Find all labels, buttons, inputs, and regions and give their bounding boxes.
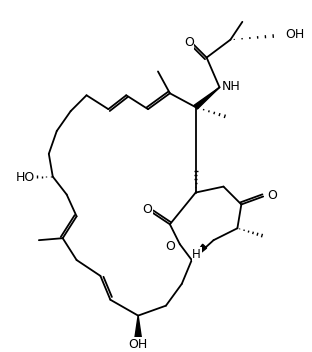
Text: O: O <box>165 240 175 253</box>
Text: H: H <box>192 247 201 260</box>
Text: HO: HO <box>15 171 35 184</box>
Polygon shape <box>194 87 220 109</box>
Text: OH: OH <box>285 28 304 41</box>
Text: O: O <box>184 36 194 49</box>
Text: OH: OH <box>129 338 148 351</box>
Text: NH: NH <box>222 80 241 93</box>
Text: O: O <box>142 203 152 216</box>
Polygon shape <box>192 244 207 260</box>
Text: O: O <box>267 189 277 202</box>
Polygon shape <box>135 316 142 339</box>
